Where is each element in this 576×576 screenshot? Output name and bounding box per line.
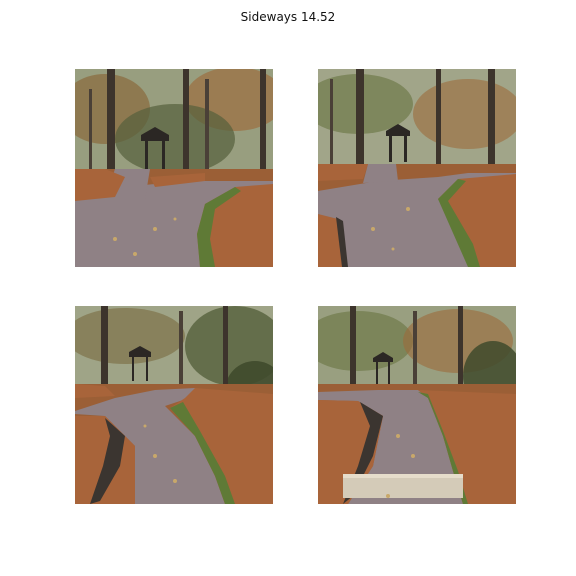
photo-panel-1 xyxy=(75,69,273,267)
photo-panel-4 xyxy=(318,306,516,504)
photo-panel-2 xyxy=(318,69,516,267)
figure-title: Sideways 14.52 xyxy=(240,10,336,24)
photo-panel-3 xyxy=(75,306,273,504)
